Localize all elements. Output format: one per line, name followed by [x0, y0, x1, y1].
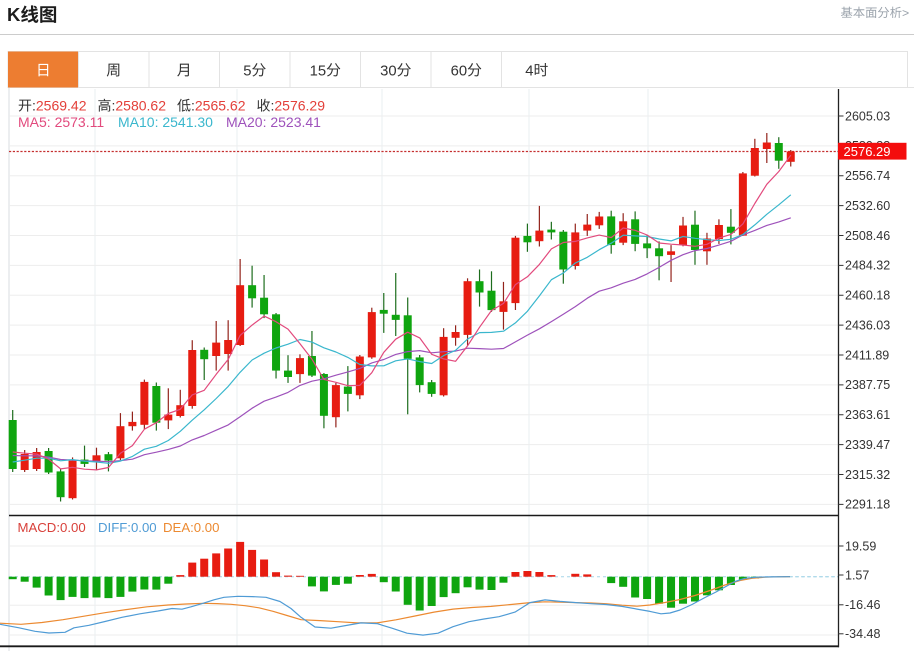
svg-text:MA20: 2523.41: MA20: 2523.41 — [226, 114, 321, 130]
svg-text:2436.03: 2436.03 — [845, 318, 890, 332]
svg-text:2363.61: 2363.61 — [845, 408, 890, 422]
svg-text:1.57: 1.57 — [845, 568, 869, 582]
svg-text:MA10: 2541.30: MA10: 2541.30 — [118, 114, 213, 130]
svg-text:2315.32: 2315.32 — [845, 468, 890, 482]
svg-text:-16.46: -16.46 — [845, 598, 880, 612]
svg-text:>: > — [902, 6, 909, 20]
svg-text:5: 5 — [243, 63, 251, 79]
svg-text:2484.32: 2484.32 — [845, 259, 890, 273]
svg-text:19.59: 19.59 — [845, 539, 876, 553]
svg-text:DIFF:0.00: DIFF:0.00 — [98, 520, 157, 535]
svg-text:2565.62: 2565.62 — [195, 98, 246, 114]
svg-text::: : — [112, 98, 116, 114]
svg-text:2532.60: 2532.60 — [845, 199, 890, 213]
svg-text:15: 15 — [310, 63, 326, 79]
svg-text:2605.03: 2605.03 — [845, 109, 890, 123]
svg-text:2339.47: 2339.47 — [845, 438, 890, 452]
svg-text:MA5: 2573.11: MA5: 2573.11 — [18, 114, 104, 130]
svg-text:2460.18: 2460.18 — [845, 289, 890, 303]
svg-text::: : — [271, 98, 275, 114]
svg-text:2580.62: 2580.62 — [115, 98, 166, 114]
svg-text:2576.29: 2576.29 — [274, 98, 325, 114]
svg-text:2411.89: 2411.89 — [845, 348, 889, 362]
svg-text:MACD:0.00: MACD:0.00 — [18, 520, 86, 535]
svg-text:60: 60 — [451, 63, 467, 79]
svg-text:2556.74: 2556.74 — [845, 169, 890, 183]
svg-text:K: K — [7, 4, 21, 25]
svg-text::: : — [191, 98, 195, 114]
svg-text::: : — [32, 98, 36, 114]
svg-text:30: 30 — [380, 63, 396, 79]
svg-text:2508.46: 2508.46 — [845, 229, 890, 243]
svg-text:2387.75: 2387.75 — [845, 378, 890, 392]
svg-text:4: 4 — [525, 63, 533, 79]
svg-text:-34.48: -34.48 — [845, 627, 880, 641]
svg-text:2569.42: 2569.42 — [36, 98, 87, 114]
svg-text:2291.18: 2291.18 — [845, 498, 890, 512]
svg-text:2576.29: 2576.29 — [844, 144, 891, 159]
svg-text:DEA:0.00: DEA:0.00 — [163, 520, 219, 535]
